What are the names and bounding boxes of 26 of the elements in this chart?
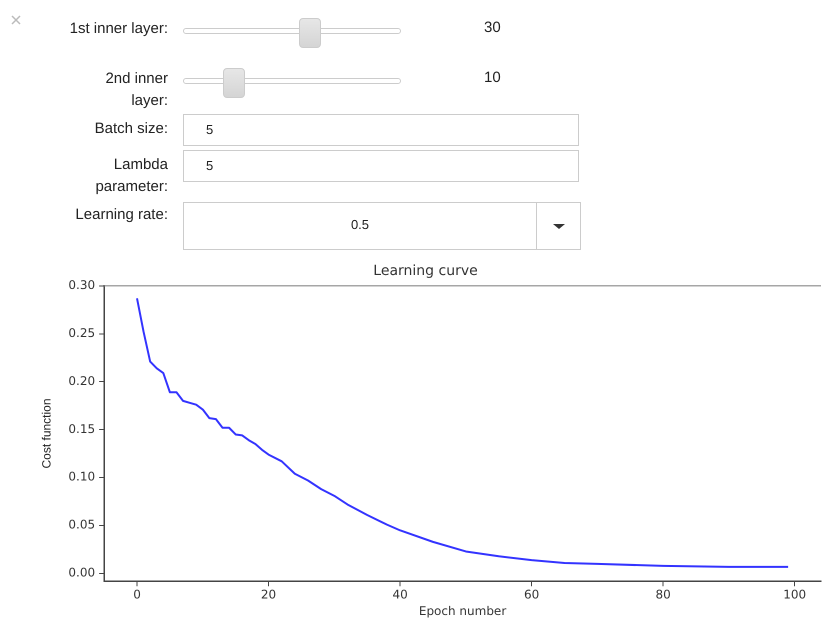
x-tick-label: 20 [260, 588, 276, 602]
text: Lambda parameter: [94, 155, 168, 197]
x-tick-label: 80 [656, 588, 671, 602]
text: Learning rate: [74, 205, 168, 225]
text: 30 [484, 18, 501, 38]
x-tick-label: 60 [524, 588, 540, 602]
y-tick-label: 0.25 [68, 326, 96, 340]
y-tick-label: 0.20 [68, 374, 96, 388]
chart-title: Learning curve [373, 263, 478, 280]
text: Batch size: [94, 119, 168, 139]
y-tick-label: 0.30 [68, 278, 96, 292]
text: 10 [484, 68, 501, 88]
x-axis-title: Epoch number [418, 604, 506, 618]
x-tick-label: 100 [783, 588, 806, 602]
text-field: 5 [183, 114, 579, 146]
y-tick-label: 0.10 [68, 470, 96, 484]
text-field: 5 [183, 150, 579, 182]
y-axis-title: Cost function [40, 398, 54, 469]
dropdown: 0.5 [183, 202, 581, 250]
text: 1st inner layer: [68, 19, 168, 39]
y-tick-label: 0.15 [68, 422, 96, 436]
y-tick-label: 0.00 [68, 566, 96, 580]
x-tick-label: 0 [133, 588, 141, 602]
text: 2nd inner layer: [104, 69, 168, 111]
y-tick-label: 0.05 [68, 518, 96, 532]
x-tick-label: 40 [392, 588, 408, 602]
